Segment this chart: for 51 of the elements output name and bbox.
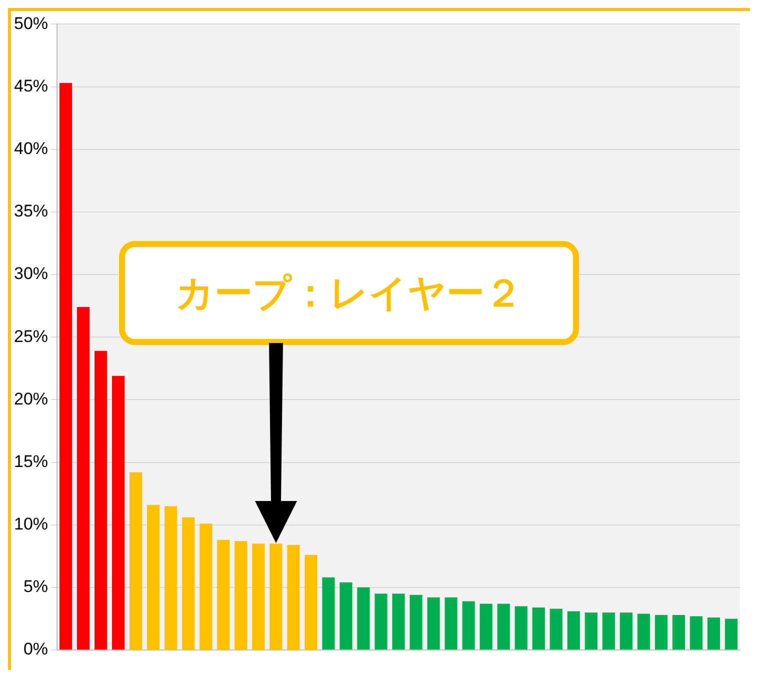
bar bbox=[602, 612, 615, 650]
y-tick-label: 30% bbox=[14, 264, 48, 284]
y-tick-label: 50% bbox=[14, 14, 48, 33]
bar bbox=[252, 544, 265, 650]
y-tick-label: 25% bbox=[14, 326, 48, 346]
annotation: カープ：レイヤー２ bbox=[119, 241, 579, 345]
y-tick-label: 5% bbox=[23, 577, 48, 596]
y-tick-label: 45% bbox=[14, 76, 48, 96]
bar bbox=[724, 618, 738, 650]
bar bbox=[304, 554, 318, 650]
bar bbox=[130, 472, 142, 650]
bar bbox=[690, 616, 703, 650]
bar bbox=[392, 594, 405, 650]
bar bbox=[234, 541, 248, 650]
y-tick-label: 35% bbox=[14, 202, 48, 221]
bar bbox=[147, 504, 160, 650]
bar bbox=[427, 597, 440, 650]
y-tick-label: 20% bbox=[14, 389, 48, 408]
bar bbox=[94, 350, 108, 650]
bar bbox=[584, 612, 598, 650]
bar bbox=[707, 617, 720, 650]
y-tick-label: 0% bbox=[23, 640, 48, 659]
bar bbox=[444, 597, 458, 650]
bar bbox=[410, 594, 422, 650]
bar bbox=[287, 544, 300, 650]
y-tick-label: 15% bbox=[14, 452, 48, 471]
bar bbox=[462, 601, 475, 650]
bar bbox=[672, 614, 686, 650]
bar bbox=[270, 544, 282, 650]
y-tick-label: 40% bbox=[14, 139, 48, 158]
y-tick-label: 10% bbox=[14, 514, 48, 534]
bar bbox=[374, 594, 388, 650]
bar bbox=[340, 582, 352, 650]
bar bbox=[322, 577, 335, 650]
bar bbox=[76, 307, 90, 650]
bar bbox=[112, 376, 125, 650]
bar bbox=[497, 604, 510, 650]
bar bbox=[480, 604, 492, 650]
bar bbox=[567, 611, 580, 650]
bar bbox=[357, 587, 370, 650]
bar bbox=[164, 506, 178, 650]
bar bbox=[514, 606, 528, 650]
bar bbox=[217, 540, 230, 650]
bar bbox=[182, 517, 195, 650]
bar bbox=[532, 607, 545, 650]
bar bbox=[550, 608, 562, 650]
bar bbox=[654, 614, 668, 650]
bar bbox=[637, 614, 650, 650]
bar bbox=[59, 83, 72, 650]
bar bbox=[200, 524, 212, 650]
bar bbox=[620, 612, 632, 650]
